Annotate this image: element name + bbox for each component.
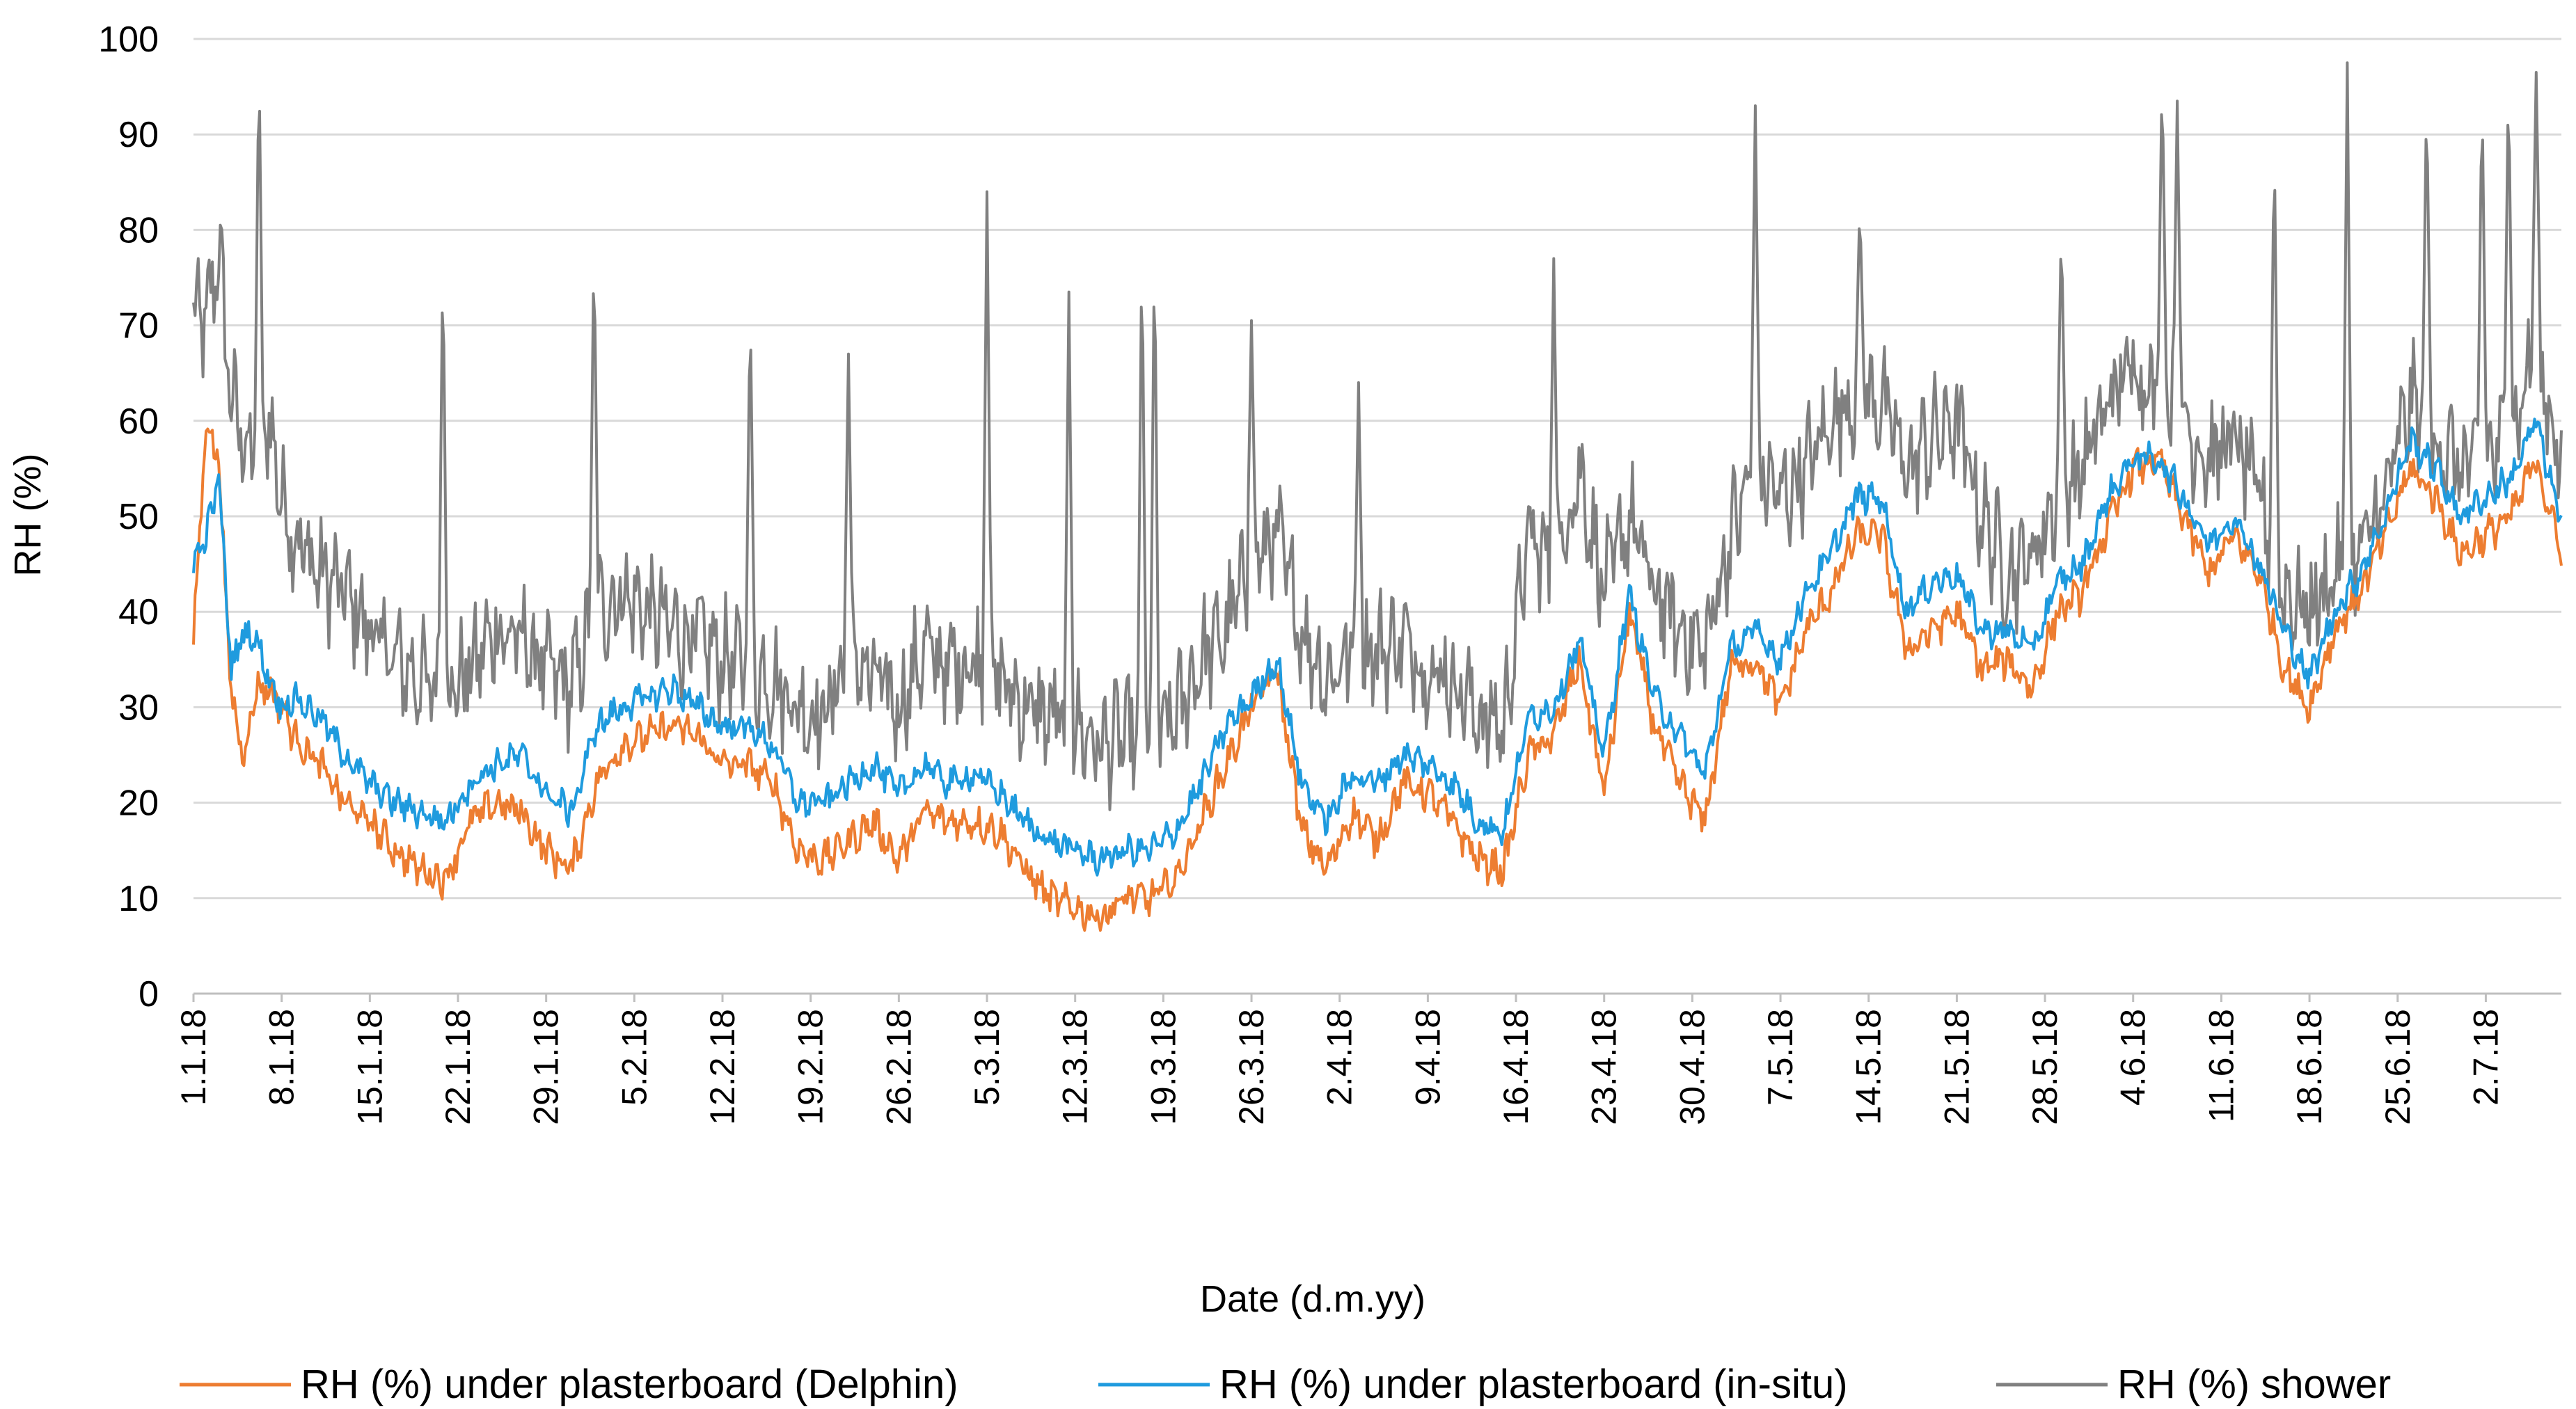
x-tick-label: 4.6.18 xyxy=(2114,1009,2153,1106)
x-tick-label: 11.6.18 xyxy=(2202,1009,2241,1122)
y-tick-label: 90 xyxy=(118,115,159,155)
x-tick-label: 19.3.18 xyxy=(1144,1009,1183,1125)
x-tick-label: 1.1.18 xyxy=(174,1009,213,1106)
x-tick-label: 26.3.18 xyxy=(1232,1009,1271,1125)
y-tick-label: 50 xyxy=(118,497,159,537)
x-tick-label: 19.2.18 xyxy=(791,1009,830,1125)
y-tick-label: 40 xyxy=(118,592,159,632)
y-tick-label: 10 xyxy=(118,879,159,919)
legend: RH (%) under plasterboard (Delphin) RH (… xyxy=(180,1362,2391,1407)
gridlines xyxy=(193,38,2561,900)
y-tick-label: 20 xyxy=(118,783,159,824)
y-tick-label: 70 xyxy=(118,306,159,347)
x-tick-label: 16.4.18 xyxy=(1496,1009,1535,1125)
x-tick-label: 9.4.18 xyxy=(1408,1009,1447,1106)
y-axis-title: RH (%) xyxy=(7,454,49,577)
x-axis-tick-labels: 1.1.18 8.1.18 15.1.18 22.1.18 29.1.18 5.2.18 1… xyxy=(174,994,2505,1125)
legend-label-in-situ: RH (%) under plasterboard (in-situ) xyxy=(1219,1362,1848,1407)
series-line-rh-under-plasterboard-in-situ xyxy=(192,417,2563,877)
x-tick-label: 8.1.18 xyxy=(262,1009,301,1106)
x-tick-label: 7.5.18 xyxy=(1761,1009,1800,1106)
legend-label-delphin: RH (%) under plasterboard (Delphin) xyxy=(301,1362,958,1407)
x-tick-label: 2.7.18 xyxy=(2466,1009,2505,1106)
y-tick-label: 80 xyxy=(118,210,159,250)
x-tick-label: 12.2.18 xyxy=(703,1009,742,1125)
y-tick-label: 30 xyxy=(118,687,159,728)
x-tick-label: 5.3.18 xyxy=(967,1009,1006,1106)
series-line-rh-shower xyxy=(192,61,2563,811)
y-tick-label: 100 xyxy=(98,19,159,60)
y-axis-tick-labels: 0 10 20 30 40 50 60 70 80 90 100 xyxy=(98,19,159,1014)
x-tick-label: 5.2.18 xyxy=(615,1009,654,1106)
x-tick-label: 28.5.18 xyxy=(2025,1009,2064,1125)
x-tick-label: 29.1.18 xyxy=(527,1009,566,1125)
x-tick-label: 23.4.18 xyxy=(1585,1009,1624,1125)
x-tick-label: 12.3.18 xyxy=(1056,1009,1095,1125)
x-tick-label: 26.2.18 xyxy=(879,1009,918,1125)
series-line-rh-under-plasterboard-delphin xyxy=(192,427,2563,932)
x-axis-title: Date (d.m.yy) xyxy=(1200,1278,1425,1320)
x-tick-label: 14.5.18 xyxy=(1849,1009,1888,1125)
series-lines xyxy=(192,61,2563,932)
x-tick-label: 22.1.18 xyxy=(438,1009,477,1125)
x-tick-label: 30.4.18 xyxy=(1673,1009,1712,1125)
x-tick-label: 15.1.18 xyxy=(350,1009,389,1125)
y-tick-label: 60 xyxy=(118,401,159,442)
x-tick-label: 2.4.18 xyxy=(1320,1009,1359,1106)
legend-label-shower: RH (%) shower xyxy=(2117,1362,2391,1407)
y-tick-label: 0 xyxy=(139,974,159,1014)
x-tick-label: 25.6.18 xyxy=(2378,1009,2417,1125)
x-tick-label: 18.6.18 xyxy=(2290,1009,2329,1125)
x-tick-label: 21.5.18 xyxy=(1937,1009,1976,1125)
